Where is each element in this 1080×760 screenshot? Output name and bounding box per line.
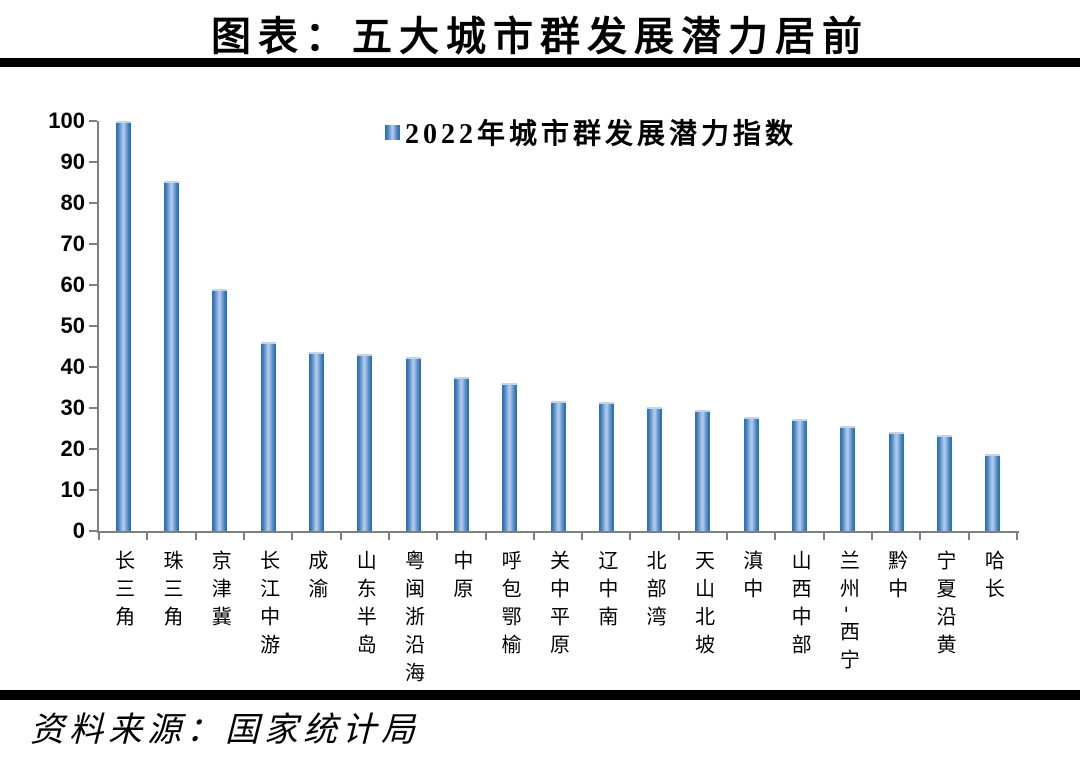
x-axis-label: 黔中	[884, 550, 907, 606]
bar	[502, 383, 518, 531]
bar	[792, 419, 808, 531]
x-tick	[291, 533, 294, 540]
x-axis-label: 长江中游	[256, 550, 279, 662]
bar	[453, 376, 469, 531]
y-tick	[89, 202, 97, 204]
x-tick	[436, 533, 439, 540]
bar	[743, 417, 759, 531]
bar	[357, 353, 373, 531]
bar	[888, 432, 904, 531]
x-axis-label: 滇中	[739, 550, 762, 606]
legend: 2022年城市群发展潜力指数	[385, 112, 797, 152]
bar	[937, 434, 953, 531]
x-tick	[484, 533, 487, 540]
x-axis-label: 宁夏沿黄	[933, 550, 956, 662]
y-tick	[89, 284, 97, 286]
y-axis-label: 30	[60, 395, 85, 420]
y-tick	[89, 243, 97, 245]
plot-area: 0 10 20 30 40 50 60 70 80 90 100 长三角 珠三角 京津冀 长江中游 成渝 山东半…	[48, 108, 1019, 690]
x-axis-label: 粤闽浙沿海	[401, 550, 424, 690]
bottom-rule	[0, 690, 1080, 700]
bar	[840, 426, 856, 531]
x-axis-label: 京津冀	[208, 550, 231, 634]
bar	[598, 402, 614, 531]
bar	[695, 410, 711, 531]
x-tick	[822, 533, 825, 540]
bar	[550, 400, 566, 531]
x-axis-label: 长三角	[111, 550, 134, 634]
x-axis-label: 北部湾	[643, 550, 666, 634]
y-axis-label: 70	[60, 231, 85, 256]
y-axis-label: 80	[60, 190, 85, 215]
x-axis-label: 中原	[449, 550, 472, 606]
bar	[308, 351, 324, 531]
y-tick	[89, 448, 97, 450]
bar	[260, 341, 276, 531]
x-tick	[581, 533, 584, 540]
y-axis-label: 90	[60, 149, 85, 174]
x-axis-label: 天山北坡	[691, 550, 714, 662]
y-axis-label: 60	[60, 272, 85, 297]
x-tick	[387, 533, 390, 540]
x-tick	[1016, 533, 1018, 540]
bar	[163, 180, 179, 531]
y-axis-label: 20	[60, 436, 85, 461]
y-axis-label: 50	[60, 313, 85, 338]
y-tick	[89, 366, 97, 368]
bar	[985, 453, 1001, 531]
x-tick	[774, 533, 777, 540]
x-axis-label: 哈长	[981, 550, 1004, 606]
legend-marker-icon	[385, 124, 400, 140]
y-axis-label: 100	[48, 108, 85, 133]
x-tick	[919, 533, 922, 540]
x-axis-label: 呼包鄂榆	[498, 550, 521, 662]
y-tick	[89, 489, 97, 491]
y-tick	[89, 120, 97, 122]
x-axis-label: 珠三角	[159, 550, 182, 634]
bar	[405, 356, 421, 531]
x-tick	[629, 533, 632, 540]
bar	[647, 407, 663, 531]
x-tick	[726, 533, 729, 540]
y-axis-line	[97, 121, 99, 533]
x-tick	[194, 533, 197, 540]
x-tick	[871, 533, 874, 540]
y-tick	[89, 161, 97, 163]
x-tick	[146, 533, 149, 540]
x-tick	[339, 533, 342, 540]
y-axis-label: 0	[72, 518, 85, 543]
y-tick	[89, 530, 97, 532]
x-tick	[677, 533, 680, 540]
x-axis-label: 山东半岛	[353, 550, 376, 662]
x-axis-label: 关中平原	[546, 550, 569, 662]
legend-label: 2022年城市群发展潜力指数	[405, 119, 798, 150]
y-axis-label: 10	[60, 477, 85, 502]
y-tick	[89, 325, 97, 327]
bar	[212, 289, 228, 531]
x-tick	[242, 533, 245, 540]
x-tick	[967, 533, 970, 540]
x-axis-label: 成渝	[304, 550, 327, 606]
y-axis-label: 40	[60, 354, 85, 379]
x-tick	[532, 533, 535, 540]
source-note: 资料来源：国家统计局	[30, 712, 420, 749]
x-axis-label: 山西中部	[788, 550, 811, 662]
x-axis-label: 辽中南	[594, 550, 617, 634]
x-axis-line	[97, 531, 1019, 533]
y-tick	[89, 407, 97, 409]
chart-title: 图表：五大城市群发展潜力居前	[211, 14, 869, 59]
x-tick	[98, 533, 100, 540]
x-axis-label: 兰州-西宁	[836, 550, 859, 677]
top-rule	[0, 58, 1080, 67]
bar	[115, 121, 131, 531]
